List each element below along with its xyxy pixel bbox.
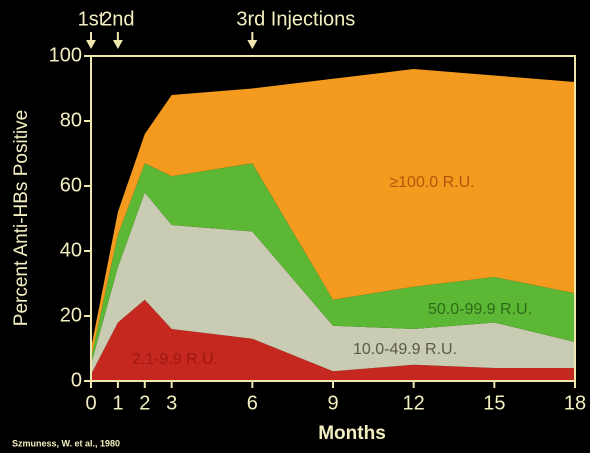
- annotation-arrowhead: [112, 40, 123, 49]
- area: [91, 163, 575, 365]
- x-tick-label: 18: [564, 392, 586, 414]
- y-tick-label: 0: [71, 369, 82, 391]
- series-label: 50.0-99.9 R.U.: [428, 301, 532, 318]
- series-label: ≥100.0 R.U.: [389, 174, 474, 191]
- source-note: Szmuness, W. et al., 1980: [12, 438, 120, 448]
- y-axis-label: Percent Anti-HBs Positive: [11, 110, 32, 326]
- area: [91, 69, 575, 359]
- x-tick-label: 0: [85, 392, 96, 414]
- y-tick-label: 60: [60, 174, 82, 196]
- area: [91, 299, 575, 381]
- x-axis-label: Months: [318, 423, 386, 444]
- y-tick-label: 40: [60, 239, 82, 261]
- x-tick-label: 6: [247, 392, 258, 414]
- annotation-arrowhead: [247, 40, 258, 49]
- series-label: 10.0-49.9 R.U.: [353, 341, 457, 358]
- annotation: 3rd Injections: [236, 8, 355, 30]
- area: [91, 192, 575, 375]
- annotation: 1st: [78, 8, 105, 30]
- y-tick-label: 100: [49, 44, 82, 66]
- annotation-arrowhead: [86, 40, 96, 49]
- x-tick-label: 2: [139, 392, 150, 414]
- y-tick-label: 80: [60, 109, 82, 131]
- series-label: 2.1-9.9 R.U.: [132, 351, 218, 368]
- x-tick-label: 15: [483, 392, 505, 414]
- x-tick-label: 3: [166, 392, 177, 414]
- annotation: 2nd: [101, 8, 134, 30]
- y-tick-label: 20: [60, 304, 82, 326]
- x-tick-label: 1: [112, 392, 123, 414]
- x-tick-label: 9: [327, 392, 338, 414]
- x-tick-label: 12: [403, 392, 425, 414]
